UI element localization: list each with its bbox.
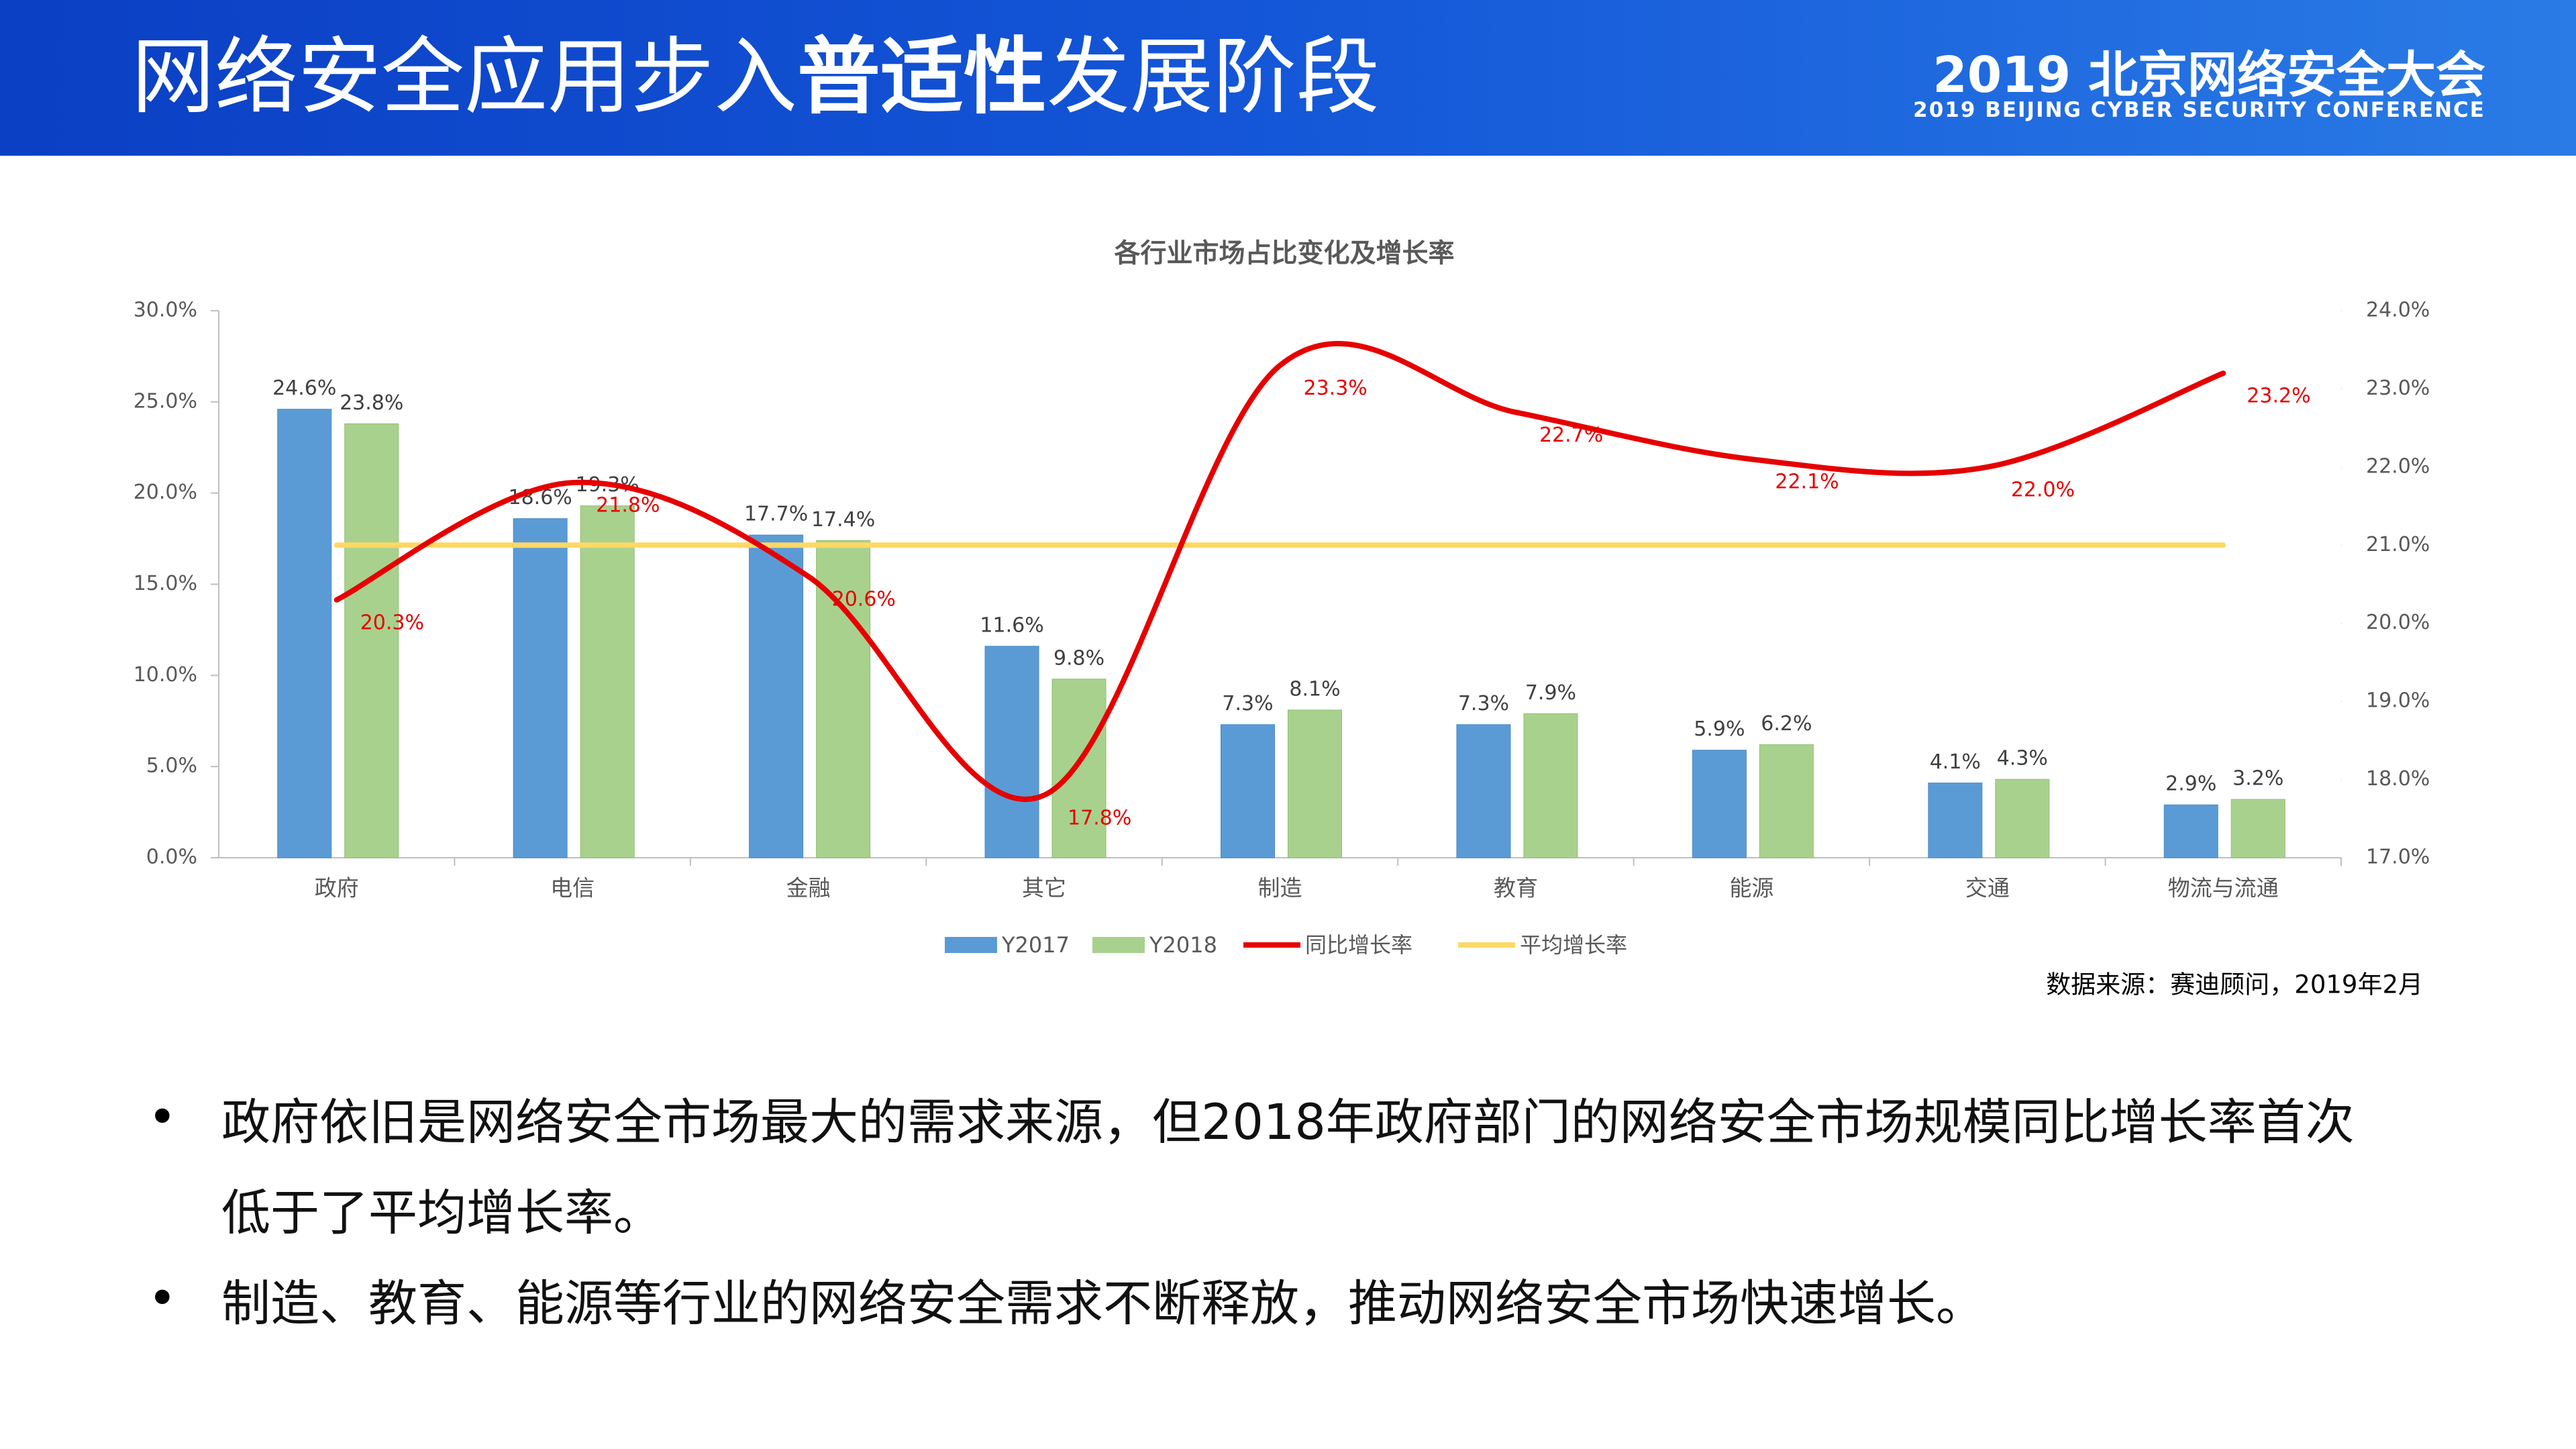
data-label: 4.3% — [1997, 747, 2048, 770]
bar — [1523, 713, 1578, 858]
data-label: 3.2% — [2232, 767, 2283, 791]
data-label: 17.8% — [1068, 806, 1131, 830]
data-label: 20.6% — [832, 587, 896, 611]
bar — [1759, 744, 1814, 858]
bullet-dot: • — [148, 1089, 177, 1146]
y-tick-label: 0.0% — [146, 846, 197, 869]
y2-tick-label: 17.0% — [2366, 846, 2430, 869]
legend-label: 同比增长率 — [1305, 932, 1412, 958]
data-label: 17.4% — [811, 508, 875, 532]
bar — [1928, 783, 1983, 858]
bar — [344, 423, 399, 858]
title-part: 网络安全应用步入 — [132, 29, 798, 126]
bar — [513, 518, 568, 858]
data-label: 23.2% — [2247, 385, 2310, 408]
x-tick-label: 金融 — [786, 875, 831, 901]
bar — [580, 505, 635, 858]
data-label: 5.9% — [1694, 717, 1745, 741]
line-series — [333, 341, 2226, 802]
data-label: 23.3% — [1304, 377, 1368, 400]
x-tick-label: 其它 — [1022, 875, 1066, 901]
header-band: 网络安全应用步入普适性发展阶段 2019 北京网络安全大会 2019 BEIJI… — [0, 0, 2576, 156]
bar — [984, 646, 1039, 858]
bullet-text: 制造、教育、能源等行业的网络安全需求不断释放，推动网络安全市场快速增长。 — [221, 1275, 1985, 1332]
data-label: 6.2% — [1761, 712, 1812, 736]
data-label: 7.9% — [1525, 681, 1576, 705]
y-tick-label: 5.0% — [146, 754, 197, 778]
data-label: 7.3% — [1222, 692, 1273, 715]
y2-tick-label: 24.0% — [2366, 299, 2430, 322]
bar — [1995, 779, 2050, 858]
slide-title: 网络安全应用步入普适性发展阶段 — [132, 27, 1380, 128]
data-label: 2.9% — [2165, 772, 2216, 796]
bar — [277, 409, 332, 858]
bar — [1051, 679, 1106, 858]
y-tick-label: 15.0% — [134, 572, 197, 595]
bar — [1288, 709, 1342, 858]
data-label: 7.3% — [1458, 692, 1509, 715]
x-tick-label: 能源 — [1729, 875, 1773, 901]
data-label: 21.8% — [596, 494, 660, 517]
data-label: 8.1% — [1289, 677, 1340, 701]
x-tick-label: 电信 — [550, 875, 595, 901]
bar — [1692, 750, 1747, 858]
y2-tick-label: 20.0% — [2366, 611, 2430, 634]
brand-en: 2019 BEIJING CYBER SECURITY CONFERENCE — [1913, 98, 2485, 122]
y2-tick-label: 22.0% — [2366, 454, 2430, 478]
x-tick-label: 政府 — [315, 875, 359, 901]
data-label: 9.8% — [1053, 646, 1104, 670]
bar — [749, 534, 804, 858]
y-tick-label: 20.0% — [134, 481, 197, 504]
data-label: 22.0% — [2011, 478, 2075, 501]
source-note: 数据来源：赛迪顾问，2019年2月 — [2046, 970, 2423, 999]
y2-tick-label: 23.0% — [2366, 377, 2430, 400]
chart-title: 各行业市场占比变化及增长率 — [1114, 239, 1454, 269]
bullet-text: 政府依旧是网络安全市场最大的需求来源，但2018年政府部门的网络安全市场规模同比… — [221, 1094, 2355, 1242]
legend-label: Y2017 — [1001, 932, 1070, 958]
y-tick-label: 30.0% — [134, 299, 197, 322]
bar — [2163, 804, 2218, 858]
data-label: 22.7% — [1539, 423, 1603, 447]
y2-tick-label: 19.0% — [2366, 689, 2430, 713]
y2-tick-label: 18.0% — [2366, 767, 2430, 791]
data-label: 24.6% — [272, 377, 336, 400]
y-tick-label: 10.0% — [134, 663, 197, 687]
data-label: 11.6% — [980, 613, 1043, 637]
legend-swatch — [945, 937, 997, 953]
bar — [1221, 724, 1275, 858]
bar — [2230, 799, 2285, 858]
data-label: 20.3% — [360, 611, 424, 634]
y-tick-label: 25.0% — [134, 389, 197, 413]
x-tick-label: 物流与流通 — [2168, 875, 2279, 901]
legend-label: Y2018 — [1149, 932, 1217, 958]
data-label: 4.1% — [1930, 750, 1981, 774]
chart: 各行业市场占比变化及增长率 数据来源：赛迪顾问，2019年2月 0.0% 5.0%… — [134, 239, 2430, 999]
title-part: 发展阶段 — [1047, 29, 1380, 126]
data-label: 22.1% — [1775, 470, 1839, 494]
bar — [1456, 724, 1511, 858]
title-part-bold: 普适性 — [797, 29, 1047, 126]
x-tick-label: 教育 — [1494, 875, 1538, 901]
legend-label: 平均增长率 — [1520, 932, 1627, 958]
data-label: 23.8% — [340, 391, 403, 415]
x-tick-label: 交通 — [1965, 875, 2010, 901]
data-label: 17.7% — [744, 503, 808, 526]
brand: 2019 北京网络安全大会 — [1933, 46, 2485, 104]
legend-swatch — [1092, 937, 1145, 953]
y2-tick-label: 21.0% — [2366, 533, 2430, 556]
x-tick-label: 制造 — [1258, 875, 1302, 901]
bullet-dot: • — [148, 1270, 177, 1328]
